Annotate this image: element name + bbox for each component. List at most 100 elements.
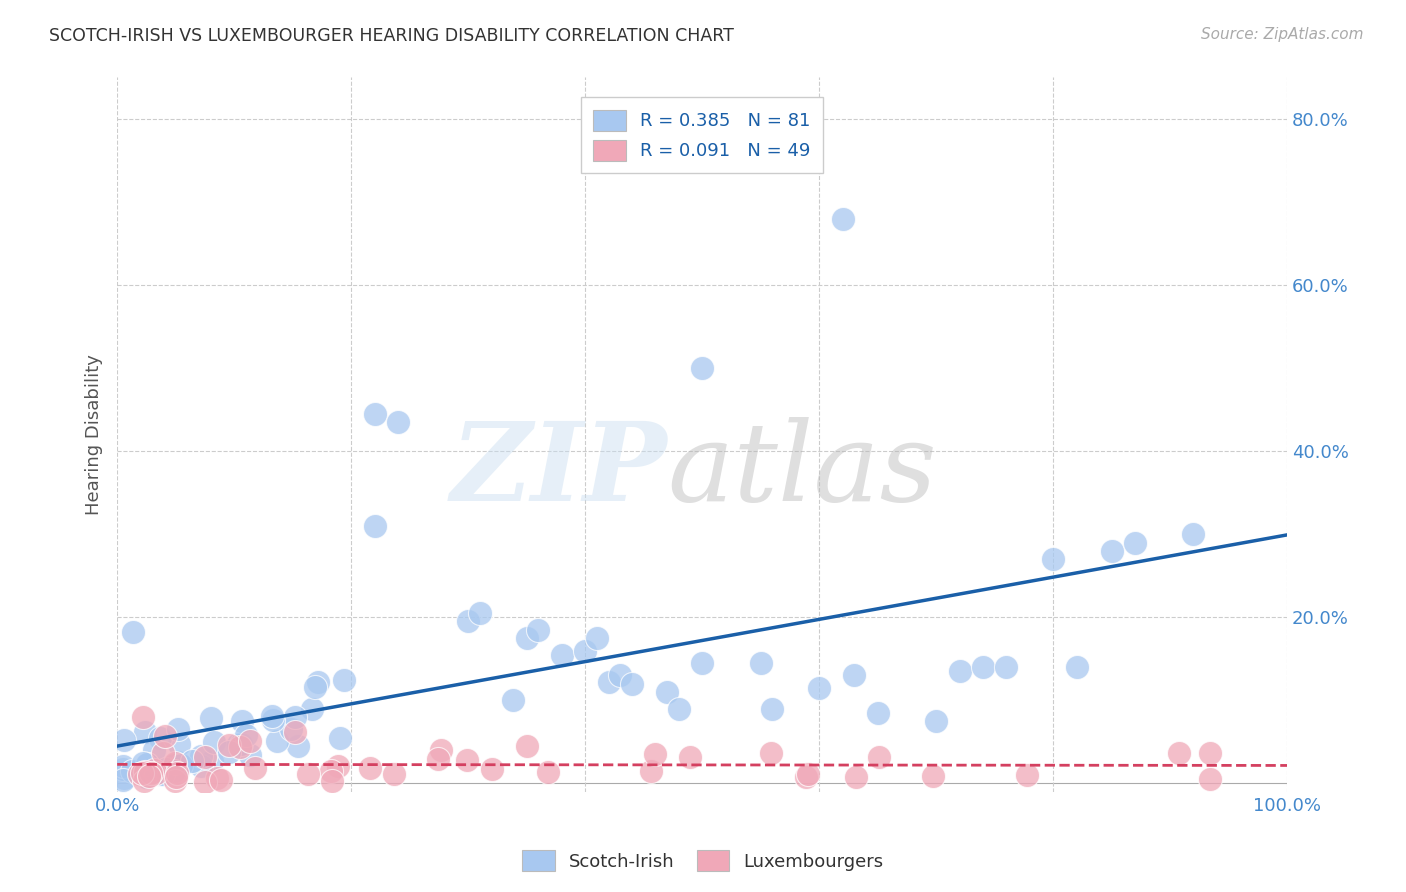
Point xyxy=(845,770,868,784)
Point xyxy=(456,753,478,767)
Point xyxy=(280,723,302,737)
Point xyxy=(132,710,155,724)
Point xyxy=(1101,544,1123,558)
Point xyxy=(135,771,157,785)
Point xyxy=(180,754,202,768)
Point xyxy=(1199,772,1222,786)
Point xyxy=(326,759,349,773)
Point xyxy=(284,710,307,724)
Point xyxy=(679,750,702,764)
Point xyxy=(1182,527,1205,541)
Point xyxy=(165,774,187,789)
Point xyxy=(138,769,160,783)
Point xyxy=(284,724,307,739)
Point xyxy=(761,701,783,715)
Point xyxy=(363,407,385,421)
Point xyxy=(122,624,145,639)
Point xyxy=(321,773,343,788)
Point xyxy=(516,631,538,645)
Y-axis label: Hearing Disability: Hearing Disability xyxy=(86,354,103,515)
Point xyxy=(142,743,165,757)
Point xyxy=(235,727,257,741)
Point xyxy=(190,749,212,764)
Point xyxy=(925,714,948,728)
Point xyxy=(201,754,224,768)
Point xyxy=(430,743,453,757)
Point xyxy=(329,731,352,746)
Point xyxy=(297,767,319,781)
Point xyxy=(143,763,166,777)
Point xyxy=(831,211,853,226)
Point xyxy=(287,739,309,754)
Point xyxy=(1066,660,1088,674)
Point xyxy=(162,757,184,772)
Point xyxy=(922,769,945,783)
Point xyxy=(159,764,181,778)
Point xyxy=(243,761,266,775)
Legend: Scotch-Irish, Luxembourgers: Scotch-Irish, Luxembourgers xyxy=(515,843,891,879)
Point xyxy=(307,674,329,689)
Point xyxy=(166,765,188,780)
Legend: R = 0.385   N = 81, R = 0.091   N = 49: R = 0.385 N = 81, R = 0.091 N = 49 xyxy=(581,97,824,173)
Point xyxy=(228,740,250,755)
Point xyxy=(266,734,288,748)
Point xyxy=(502,692,524,706)
Point xyxy=(363,519,385,533)
Point xyxy=(231,714,253,729)
Point xyxy=(574,643,596,657)
Point xyxy=(304,681,326,695)
Point xyxy=(585,631,607,645)
Point xyxy=(239,734,262,748)
Text: SCOTCH-IRISH VS LUXEMBOURGER HEARING DISABILITY CORRELATION CHART: SCOTCH-IRISH VS LUXEMBOURGER HEARING DIS… xyxy=(49,27,734,45)
Point xyxy=(319,764,342,779)
Point xyxy=(948,665,970,679)
Point xyxy=(426,752,449,766)
Point xyxy=(1042,552,1064,566)
Point xyxy=(205,771,228,785)
Point xyxy=(794,770,817,784)
Point xyxy=(759,747,782,761)
Point xyxy=(844,668,866,682)
Point xyxy=(468,606,491,620)
Point xyxy=(112,772,135,787)
Point xyxy=(218,746,240,760)
Point xyxy=(200,711,222,725)
Point xyxy=(134,724,156,739)
Point xyxy=(169,737,191,751)
Text: Source: ZipAtlas.com: Source: ZipAtlas.com xyxy=(1201,27,1364,42)
Point xyxy=(808,681,831,695)
Point xyxy=(112,762,135,776)
Point xyxy=(131,766,153,780)
Point xyxy=(262,713,284,727)
Point xyxy=(387,415,409,429)
Point xyxy=(333,673,356,688)
Point xyxy=(972,660,994,674)
Point xyxy=(121,764,143,778)
Point xyxy=(551,648,574,662)
Point xyxy=(218,738,240,752)
Point xyxy=(620,677,643,691)
Point xyxy=(149,731,172,745)
Point xyxy=(134,765,156,780)
Point xyxy=(135,756,157,771)
Point xyxy=(868,749,890,764)
Point xyxy=(797,767,820,781)
Text: atlas: atlas xyxy=(666,417,936,524)
Point xyxy=(153,729,176,743)
Point xyxy=(1168,746,1191,760)
Point xyxy=(1017,768,1039,782)
Point xyxy=(866,706,889,720)
Point xyxy=(155,762,177,776)
Point xyxy=(1199,746,1222,760)
Point xyxy=(132,773,155,788)
Point xyxy=(749,656,772,670)
Point xyxy=(655,685,678,699)
Point xyxy=(690,656,713,670)
Point xyxy=(141,766,163,780)
Point xyxy=(167,722,190,736)
Text: ZIP: ZIP xyxy=(450,417,666,524)
Point xyxy=(382,767,405,781)
Point xyxy=(239,747,262,762)
Point xyxy=(690,361,713,376)
Point xyxy=(112,772,135,786)
